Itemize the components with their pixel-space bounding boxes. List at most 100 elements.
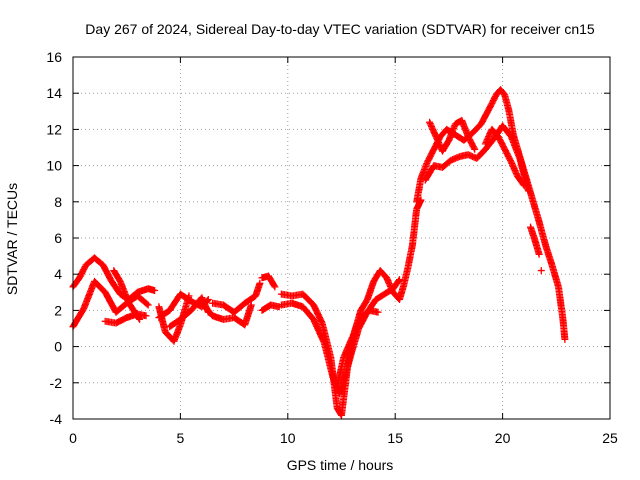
data-points-segment: [230, 300, 248, 316]
data-points-segment: [91, 277, 108, 295]
data-series-0-track-14: [413, 86, 569, 343]
data-points-segment: [469, 121, 484, 137]
data-point: [537, 267, 545, 275]
data-series-0-track-7: [198, 299, 255, 329]
data-points-segment: [464, 133, 479, 153]
data-points-segment: [125, 299, 144, 323]
data-points-segment: [265, 272, 279, 291]
data-series-0-track-0: [69, 254, 159, 303]
plot-area: [69, 86, 569, 419]
data-points-segment: [144, 285, 159, 294]
data-points-segment: [559, 314, 569, 343]
data-points-segment: [535, 218, 549, 248]
chart-title: Day 267 of 2024, Sidereal Day-to-day VTE…: [85, 21, 595, 37]
data-points-segment: [486, 92, 499, 112]
data-series-0-track-10: [258, 301, 283, 314]
data-points-segment: [310, 301, 325, 326]
data-points-segment: [396, 283, 407, 303]
data-points-segment: [320, 339, 336, 380]
data-points-segment: [439, 157, 454, 171]
data-points-segment: [252, 279, 264, 300]
data-series-0-track-16: [426, 116, 479, 155]
data-points-segment: [363, 279, 377, 303]
data-points-segment: [101, 288, 119, 315]
data-points-segment: [365, 306, 382, 316]
data-points-segment: [198, 299, 216, 319]
data-points-segment: [372, 291, 387, 303]
data-points-segment: [514, 173, 528, 189]
data-series-0-track-15: [421, 122, 532, 195]
data-series-0-track-2: [101, 310, 150, 327]
data-points-segment: [241, 293, 258, 307]
data-points-segment: [529, 196, 543, 224]
data-points-segment: [426, 118, 439, 139]
y-tick-label: 12: [46, 121, 62, 137]
data-points-segment: [348, 315, 364, 342]
data-points-segment: [507, 158, 521, 179]
x-tick-label: 0: [69, 430, 77, 446]
x-tick-label: 25: [602, 430, 618, 446]
data-points-segment: [176, 290, 194, 304]
grid-lines: [73, 57, 610, 419]
data-points-segment: [497, 86, 508, 98]
data-points-segment: [408, 207, 420, 249]
y-tick-label: -4: [50, 411, 63, 427]
data-points-segment: [112, 300, 129, 316]
data-points-segment: [421, 163, 437, 184]
data-points-segment: [176, 307, 194, 323]
data-points-segment: [548, 261, 562, 289]
data-points-segment: [310, 315, 328, 346]
data-points-segment: [170, 322, 184, 345]
y-tick-label: 10: [46, 158, 62, 174]
data-series-0-track-8: [209, 279, 264, 316]
data-points-segment: [333, 355, 347, 390]
data-points-segment: [112, 314, 129, 327]
data-points-segment: [501, 91, 513, 114]
data-points-segment: [445, 122, 459, 144]
data-points-segment: [507, 133, 523, 161]
x-tick-label: 5: [177, 430, 185, 446]
data-points-segment: [342, 348, 356, 378]
data-points-segment: [108, 277, 123, 297]
data-points-segment: [477, 105, 493, 128]
data-points-segment: [389, 276, 403, 293]
data-series-0-track-1: [69, 277, 152, 331]
data-points-segment: [155, 307, 172, 322]
data-points-segment: [494, 133, 508, 152]
data-points-segment: [166, 291, 184, 314]
data-points-segment: [413, 196, 425, 213]
data-points-segment: [404, 243, 416, 271]
data-series-0-track-3: [110, 267, 144, 323]
data-points-segment: [299, 290, 316, 308]
data-points-segment: [340, 335, 356, 361]
data-points-segment: [531, 236, 543, 258]
data-points-segment: [473, 146, 488, 162]
data-points-segment: [267, 301, 283, 311]
x-tick-label: 15: [387, 430, 403, 446]
x-tick-label: 20: [495, 430, 511, 446]
y-axis-label: SDTVAR / TECUs: [4, 183, 20, 295]
y-tick-label: 4: [54, 266, 62, 282]
y-tick-label: 0: [54, 339, 62, 355]
data-series-0-track-13: [333, 306, 382, 390]
data-points-segment: [381, 286, 396, 298]
data-series-0-track-19: [537, 267, 545, 275]
data-points-segment: [80, 279, 98, 313]
y-tick-label: 16: [46, 49, 62, 65]
data-points-segment: [400, 265, 412, 289]
data-points-segment: [499, 122, 514, 139]
data-points-segment: [516, 154, 532, 195]
data-points-segment: [554, 283, 566, 320]
y-tick-label: 6: [54, 230, 62, 246]
data-points-segment: [542, 241, 555, 268]
data-series-0-track-9: [258, 272, 279, 291]
data-points-segment: [166, 316, 183, 331]
data-points-segment: [423, 147, 437, 166]
x-axis-label: GPS time / hours: [287, 457, 394, 473]
data-points-segment: [481, 136, 497, 153]
x-tick-labels: 0 5 10 15 20 25: [69, 430, 618, 446]
axis-ticks: [72, 56, 611, 420]
data-points-segment: [376, 267, 390, 281]
data-points-segment: [133, 292, 152, 309]
y-tick-labels: -4 -2 0 2 4 6 8 10 12 14 16: [46, 49, 62, 427]
